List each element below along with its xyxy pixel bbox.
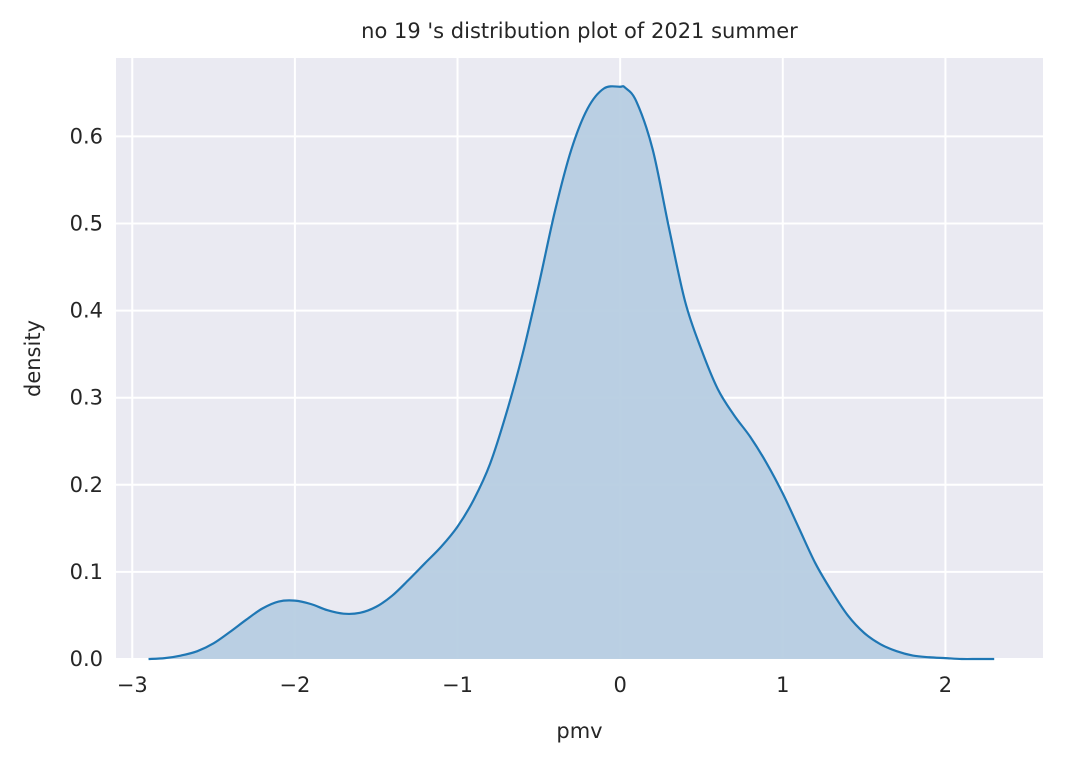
x-tick-label: −1 [442,673,473,697]
y-tick-label: 0.4 [70,299,103,323]
y-tick-label: 0.6 [70,124,103,148]
y-axis-label: density [21,320,45,397]
x-axis-ticks: −3 −2 −1 0 1 2 [117,673,952,697]
x-tick-label: 1 [776,673,789,697]
density-curve [148,85,995,661]
x-tick-label: −2 [279,673,310,697]
x-tick-label: 2 [939,673,952,697]
y-tick-label: 0.5 [70,211,103,235]
chart-title: no 19 's distribution plot of 2021 summe… [361,19,798,43]
y-axis-ticks: 0.0 0.1 0.2 0.3 0.4 0.5 0.6 [70,124,103,671]
x-tick-label: −3 [117,673,148,697]
y-tick-label: 0.0 [70,647,103,671]
y-tick-label: 0.2 [70,473,103,497]
density-area-fill [148,86,995,660]
y-tick-label: 0.3 [70,386,103,410]
x-tick-label: 0 [613,673,626,697]
x-axis-label: pmv [556,719,602,743]
y-tick-label: 0.1 [70,560,103,584]
